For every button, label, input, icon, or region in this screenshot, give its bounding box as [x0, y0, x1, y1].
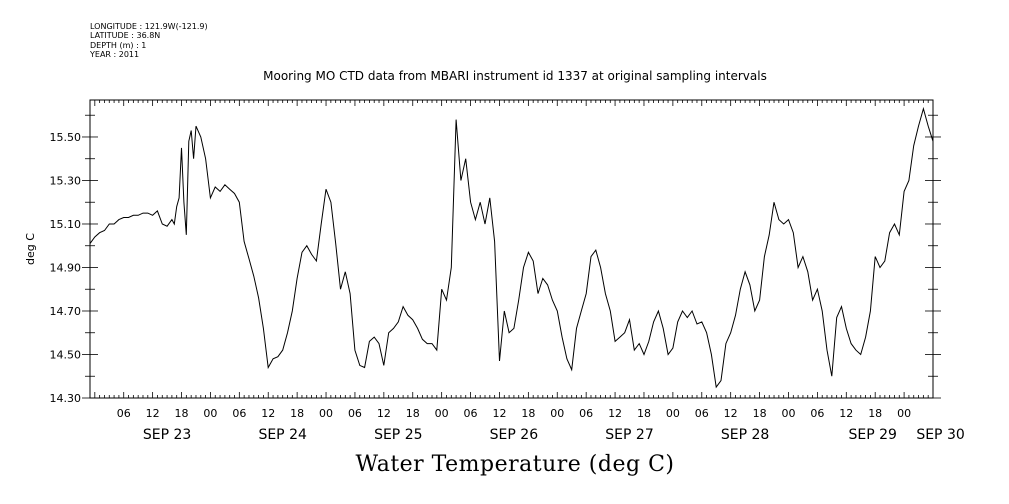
x-hour-label: 18 [290, 407, 304, 420]
x-date-label: SEP 26 [490, 427, 539, 443]
y-tick-label: 14.30 [50, 392, 82, 405]
y-tick-label: 14.90 [50, 261, 82, 274]
x-hour-label: 12 [146, 407, 160, 420]
x-hour-label: 06 [464, 407, 478, 420]
x-date-label: SEP 28 [721, 427, 769, 443]
x-date-label: SEP 30 [916, 427, 964, 443]
y-tick-label: 15.30 [50, 174, 82, 187]
plot-frame [89, 99, 934, 399]
x-hour-label: 00 [319, 407, 333, 420]
x-date-label: SEP 29 [849, 427, 897, 443]
x-hour-label: 12 [492, 407, 506, 420]
x-hour-label: 12 [724, 407, 738, 420]
x-hour-label: 06 [117, 407, 131, 420]
y-tick-label: 15.10 [50, 218, 82, 231]
x-hour-label: 00 [897, 407, 911, 420]
x-hour-label: 00 [781, 407, 795, 420]
bottom-title: Water Temperature (deg C) [355, 452, 675, 477]
temperature-series-line [89, 106, 934, 389]
x-hour-label: 00 [550, 407, 564, 420]
depth-text: DEPTH (m) : 1 [90, 40, 147, 50]
latitude-text: LATITUDE : 36.8N [90, 31, 161, 41]
x-hour-label: 18 [175, 407, 189, 420]
x-hour-label: 18 [521, 407, 535, 420]
x-hour-label: 18 [753, 407, 767, 420]
x-hour-label: 06 [232, 407, 246, 420]
x-hour-label: 18 [406, 407, 420, 420]
x-hour-label: 00 [666, 407, 680, 420]
x-hour-label: 06 [348, 407, 362, 420]
x-hour-label: 00 [435, 407, 449, 420]
y-tick-label: 14.50 [50, 348, 82, 361]
x-hour-label: 12 [377, 407, 391, 420]
x-hour-label: 06 [579, 407, 593, 420]
x-date-label: SEP 27 [605, 427, 653, 443]
x-hour-label: 12 [608, 407, 622, 420]
y-tick-label: 14.70 [50, 305, 82, 318]
x-hour-label: 12 [261, 407, 275, 420]
y-axis-label: deg C [24, 233, 37, 265]
x-hour-label: 06 [695, 407, 709, 420]
year-text: YEAR : 2011 [90, 49, 140, 59]
x-date-label: SEP 23 [143, 427, 191, 443]
longitude-text: LONGITUDE : 121.9W(-121.9) [90, 22, 208, 31]
x-date-label: SEP 24 [258, 427, 307, 443]
x-date-label: SEP 25 [374, 427, 422, 443]
x-hour-label: 00 [203, 407, 217, 420]
x-hour-label: 12 [839, 407, 853, 420]
x-hour-label: 18 [868, 407, 882, 420]
metadata-block: LONGITUDE : 121.9W(-121.9) LATITUDE : 36… [90, 22, 208, 59]
x-hour-label: 06 [810, 407, 824, 420]
x-hour-label: 18 [637, 407, 651, 420]
y-tick-label: 15.50 [50, 131, 82, 144]
chart-title: Mooring MO CTD data from MBARI instrumen… [263, 69, 767, 83]
